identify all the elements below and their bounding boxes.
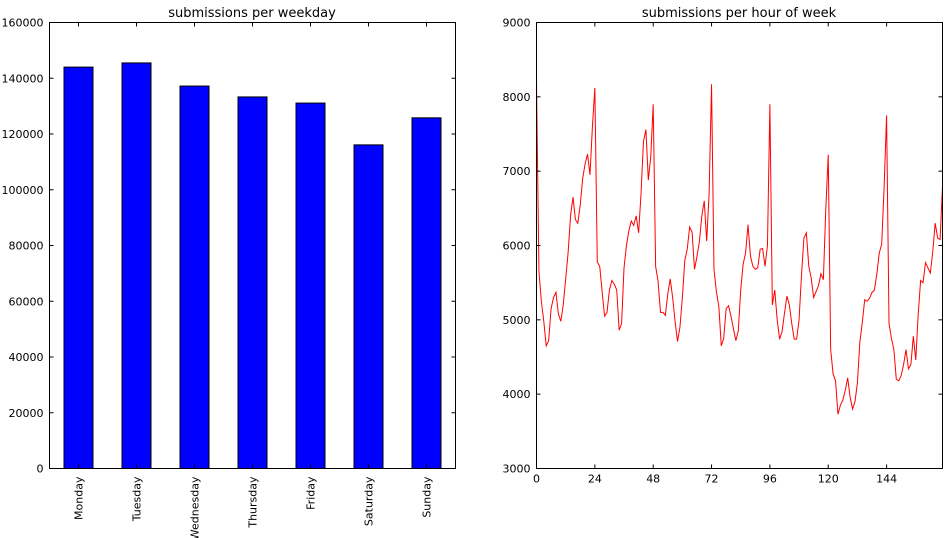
weekday-y-axis: 0 20000 40000 60000 80000 100000 120000 140000 1… <box>2 17 456 476</box>
y-tick-label: 20000 <box>9 407 44 420</box>
x-tick-label: Friday <box>305 476 318 510</box>
x-tick-label: Tuesday <box>131 476 144 522</box>
y-tick-label: 3000 <box>503 463 531 476</box>
y-tick-label: 8000 <box>503 91 531 104</box>
y-tick-label: 100000 <box>2 184 44 197</box>
weekday-plot-frame <box>49 22 456 469</box>
y-tick-label: 6000 <box>503 240 531 253</box>
hourly-line-chart: submissions per hour of week 3000 4000 500… <box>503 6 943 486</box>
bar-sunday <box>411 117 442 470</box>
x-tick-label: Wednesday <box>189 476 202 538</box>
y-tick-label: 160000 <box>2 17 44 30</box>
bar-tuesday <box>121 62 152 469</box>
hourly-chart-title: submissions per hour of week <box>642 6 837 21</box>
x-tick-label: 0 <box>533 473 540 486</box>
weekday-bars <box>63 62 442 470</box>
x-tick-label: Saturday <box>363 476 376 526</box>
y-tick-label: 9000 <box>503 17 531 30</box>
y-tick-label: 60000 <box>9 295 44 308</box>
y-tick-label: 0 <box>37 463 44 476</box>
bar-saturday <box>353 144 384 469</box>
x-tick-label: 48 <box>646 473 660 486</box>
bar-wednesday <box>179 85 210 470</box>
y-tick-label: 4000 <box>503 388 531 401</box>
hourly-line <box>536 81 943 415</box>
x-tick-label: Monday <box>73 476 86 520</box>
hourly-series-line <box>536 81 943 415</box>
y-tick-label: 80000 <box>9 240 44 253</box>
x-tick-label: Thursday <box>247 476 260 529</box>
x-tick-label: 144 <box>876 473 897 486</box>
x-tick-label: 96 <box>763 473 777 486</box>
x-tick-label: Sunday <box>421 476 434 518</box>
hourly-x-axis: 0 24 48 72 96 120 144 <box>533 22 897 486</box>
y-tick-label: 5000 <box>503 314 531 327</box>
weekday-x-axis: Monday Tuesday Wednesday Thursday Friday Satu… <box>73 22 434 538</box>
x-tick-label: 24 <box>588 473 602 486</box>
hourly-y-axis: 3000 4000 5000 6000 7000 8000 9000 <box>503 17 943 476</box>
weekday-bar-chart: submissions per weekday 0 20000 40000 60000… <box>2 6 456 538</box>
bar-friday <box>295 102 326 469</box>
weekday-chart-title: submissions per weekday <box>168 6 336 21</box>
x-tick-label: 72 <box>705 473 719 486</box>
y-tick-label: 40000 <box>9 351 44 364</box>
y-tick-label: 140000 <box>2 72 44 85</box>
bar-monday <box>63 66 94 469</box>
hourly-plot-frame <box>536 22 943 469</box>
y-tick-label: 120000 <box>2 128 44 141</box>
x-tick-label: 120 <box>818 473 839 486</box>
bar-thursday <box>237 96 268 470</box>
y-tick-label: 7000 <box>503 165 531 178</box>
